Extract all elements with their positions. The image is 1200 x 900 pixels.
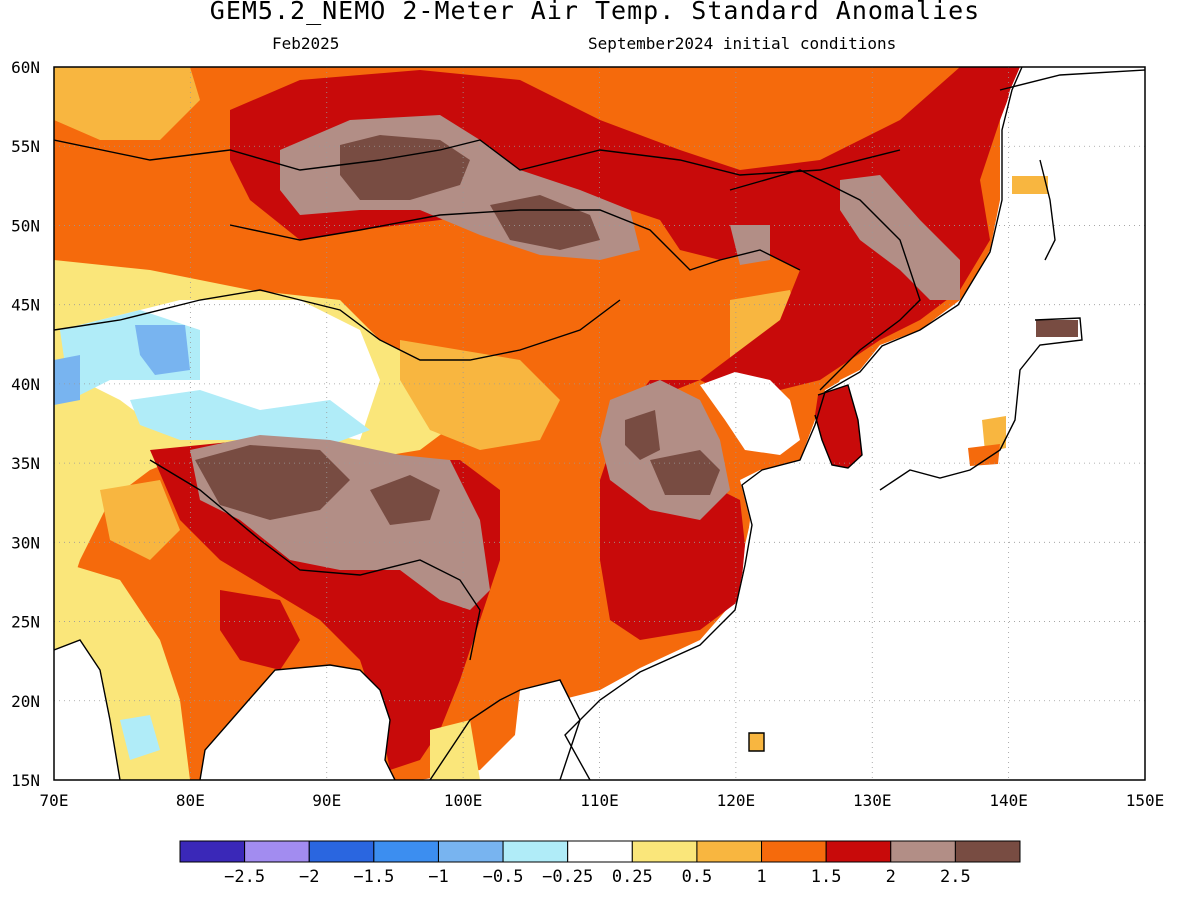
anomaly-region-cool-2 [130, 390, 370, 445]
coastline-indochina [429, 679, 581, 780]
valid-month-label: Feb2025 [272, 34, 340, 53]
land-korea [815, 385, 862, 468]
lon-tick-label: 90E [312, 791, 341, 810]
colorbar-swatch [437, 840, 504, 863]
colorbar-swatch [244, 840, 310, 863]
map-frame [53, 66, 1146, 781]
land-japan-spot-2 [968, 444, 1000, 466]
coastline-sakhalin [1039, 159, 1056, 261]
anomaly-region-mild-3 [100, 480, 180, 560]
colorbar-label: 0.5 [682, 867, 713, 887]
lat-tick-label: 55N [11, 137, 40, 156]
anomaly-region-extreme-mongolia [340, 135, 470, 200]
lat-tick-label: 35N [11, 454, 40, 473]
coastline-taiwan [748, 732, 765, 752]
coastline-kamchatka-east [999, 69, 1145, 91]
lon-tick-label: 130E [853, 791, 892, 810]
lat-tick-label: 50N [11, 216, 40, 235]
anomaly-field [54, 67, 1080, 780]
anomaly-region-extreme-china-2 [650, 450, 720, 495]
lat-tick-label: 15N [11, 771, 40, 790]
lat-tick-label: 40N [11, 375, 40, 394]
coastline-india [54, 639, 396, 780]
ocean-mask [54, 67, 1145, 780]
border-china-mongolia [229, 209, 801, 271]
lat-tick-label: 45N [11, 296, 40, 315]
colorbar-swatch [308, 840, 375, 863]
colorbar-label: −0.25 [542, 867, 593, 887]
anomaly-region-cooler [135, 325, 190, 375]
ocean-yellow-sea [700, 372, 800, 455]
lon-tick-label: 150E [1126, 791, 1165, 810]
lon-tick-label: 100E [444, 791, 483, 810]
colorbar-label: 2 [886, 867, 896, 887]
anomaly-region-cool-india [120, 715, 160, 760]
lon-tick-label: 120E [717, 791, 756, 810]
figure-title: GEM5.2_NEMO 2-Meter Air Temp. Standard A… [209, 0, 981, 25]
colorbar-swatch [825, 840, 892, 863]
anomaly-region-mild-nw [54, 67, 200, 140]
lon-tick-label: 140E [989, 791, 1028, 810]
border-kazakh [54, 289, 621, 361]
colorbar-swatch [890, 840, 956, 863]
colorbar-label: 2.5 [940, 867, 971, 887]
colorbar-swatch [502, 840, 569, 863]
lat-tick-label: 25N [11, 613, 40, 632]
colorbar-swatch [631, 840, 698, 863]
colorbar-label: 0.25 [612, 867, 653, 887]
coastline-east-asia [564, 67, 1023, 780]
colorbar: −2.5 −2 −1.5 −1 −0.5 −0.25 0.25 0.5 1 1.5 2 2.5 [179, 840, 1021, 887]
anomaly-region-extreme-mongolia-2 [490, 195, 600, 250]
land-taiwan-spot [749, 733, 764, 751]
colorbar-label: 1 [756, 867, 766, 887]
colorbar-swatch [761, 840, 827, 863]
coastline-japan [879, 317, 1083, 491]
lon-tick-label: 70E [40, 791, 69, 810]
land-hokkaido-spot [1036, 320, 1078, 337]
colorbar-swatch [179, 840, 246, 863]
anomaly-region-mild-india-coast [430, 720, 480, 780]
ocean-arabian-sea [54, 640, 120, 780]
colorbar-label: −2 [299, 867, 319, 887]
land-sakhalin-spot [1012, 176, 1048, 194]
colorbar-label: −2.5 [224, 867, 265, 887]
lat-tick-label: 30N [11, 533, 40, 552]
anomaly-region-mild [400, 340, 560, 450]
lat-tick-label: 20N [11, 692, 40, 711]
lon-tick-label: 110E [580, 791, 619, 810]
coastlines-borders [54, 67, 1145, 780]
colorbar-swatch [567, 840, 633, 863]
ocean-bay-of-bengal [200, 665, 395, 780]
longitude-labels: 70E 80E 90E 100E 110E 120E 130E 140E 150E [40, 791, 1165, 810]
coastline-korea [814, 384, 863, 469]
anomaly-region-extreme-china [625, 410, 660, 460]
colorbar-label: −1 [428, 867, 448, 887]
land-japan-spot [982, 416, 1006, 452]
colorbar-label: 1.5 [811, 867, 842, 887]
ocean-gulf-tonkin [510, 680, 580, 780]
latitude-labels: 60N 55N 50N 45N 40N 35N 30N 25N 20N 15N [11, 58, 40, 790]
border-manchuria [729, 169, 921, 391]
anomaly-region-extreme-tibet [195, 445, 350, 520]
anomaly-region-cooler-2 [54, 355, 80, 405]
lon-tick-label: 80E [176, 791, 205, 810]
border-russia-north [54, 139, 901, 176]
colorbar-label: −0.5 [483, 867, 524, 887]
border-tibet-south [149, 459, 481, 661]
colorbar-swatch [373, 840, 439, 863]
init-conditions-label: September2024 initial conditions [588, 34, 897, 53]
anomaly-region-extreme-tibet-2 [370, 475, 440, 525]
colorbar-swatch [954, 840, 1021, 863]
colorbar-label: −1.5 [353, 867, 394, 887]
anomaly-region-strong-india [220, 590, 300, 670]
lat-tick-label: 60N [11, 58, 40, 77]
colorbar-swatch [696, 840, 763, 863]
anomaly-region-very-strong-ne [840, 175, 960, 300]
